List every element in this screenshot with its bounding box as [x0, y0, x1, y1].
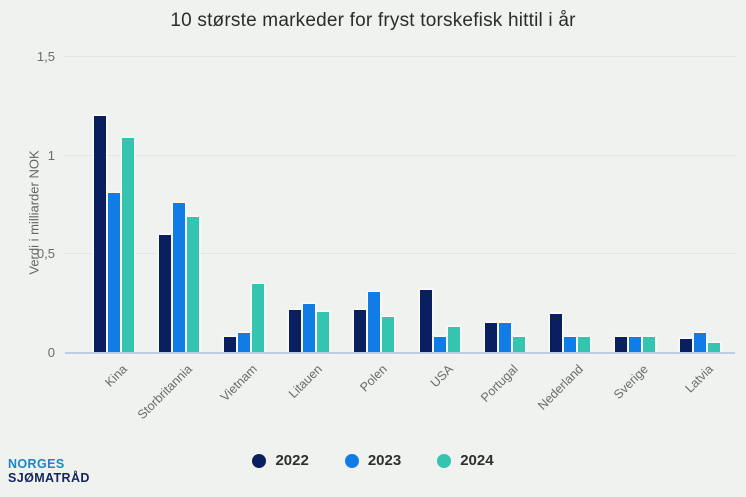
- bar-polen-2022[interactable]: [354, 309, 367, 353]
- y-tick-label: 1,5: [36, 49, 55, 64]
- bar-group-polen: [342, 57, 407, 353]
- bar-polen-2023[interactable]: [368, 291, 381, 353]
- bar-storbritannia-2022[interactable]: [158, 234, 171, 353]
- legend-label: 2024: [460, 452, 494, 469]
- brand-line-1: NORGES: [8, 457, 65, 471]
- bar-portugal-2023[interactable]: [498, 323, 511, 353]
- bar-group-kina: [81, 57, 146, 353]
- bar-nederland-2022[interactable]: [550, 313, 563, 353]
- legend: 2022 2023 2024: [0, 452, 746, 469]
- gridline: [65, 154, 735, 156]
- bar-group-portugal: [472, 57, 537, 353]
- bar-usa-2024[interactable]: [447, 327, 460, 353]
- legend-label: 2023: [367, 452, 402, 469]
- bar-latvia-2022[interactable]: [680, 339, 693, 353]
- bar-nederland-2023[interactable]: [564, 337, 577, 353]
- bar-usa-2022[interactable]: [419, 289, 432, 353]
- bar-kina-2023[interactable]: [107, 193, 120, 353]
- bar-polen-2024[interactable]: [382, 317, 395, 353]
- chart-title: 10 største markeder for fryst torskefisk…: [170, 10, 576, 31]
- bar-litauen-2023[interactable]: [303, 303, 316, 353]
- brand-logo: NORGES SJØMATRÅD: [8, 457, 90, 485]
- bar-portugal-2022[interactable]: [484, 323, 497, 353]
- y-tick-label: 0: [47, 345, 55, 360]
- bar-sverige-2023[interactable]: [629, 337, 642, 353]
- legend-label: 2022: [275, 452, 309, 469]
- bar-latvia-2024[interactable]: [708, 343, 721, 353]
- plot-area: [65, 56, 735, 354]
- bar-kina-2022[interactable]: [93, 116, 106, 353]
- legend-item-2022[interactable]: 2022: [252, 452, 309, 469]
- bar-usa-2023[interactable]: [433, 337, 446, 353]
- y-tick-label: 1: [47, 147, 55, 163]
- bar-storbritannia-2024[interactable]: [186, 216, 199, 353]
- bar-group-storbritannia: [146, 57, 211, 353]
- bar-sverige-2022[interactable]: [615, 337, 628, 353]
- bar-vietnam-2022[interactable]: [224, 337, 236, 353]
- bar-litauen-2022[interactable]: [289, 309, 302, 353]
- gridline: [65, 253, 735, 255]
- bar-group-litauen: [277, 57, 342, 353]
- legend-swatch-icon: [252, 453, 267, 468]
- bar-litauen-2024[interactable]: [317, 311, 330, 353]
- bar-group-sverige: [603, 57, 668, 353]
- bar-vietnam-2023[interactable]: [238, 333, 250, 353]
- bar-portugal-2024[interactable]: [512, 337, 525, 353]
- bar-storbritannia-2023[interactable]: [172, 203, 185, 353]
- bars-container: [81, 57, 733, 353]
- bar-nederland-2024[interactable]: [578, 337, 591, 353]
- legend-item-2024[interactable]: 2024: [437, 452, 494, 469]
- bar-group-usa: [407, 57, 472, 353]
- bar-kina-2024[interactable]: [121, 137, 134, 353]
- gridline: [65, 56, 735, 57]
- bar-latvia-2023[interactable]: [694, 333, 707, 353]
- bar-sverige-2024[interactable]: [643, 337, 656, 353]
- y-tick-label: 0,5: [36, 246, 55, 262]
- legend-swatch-icon: [344, 453, 359, 468]
- bar-group-latvia: [668, 57, 733, 353]
- legend-swatch-icon: [437, 453, 452, 468]
- bar-group-nederland: [537, 57, 602, 353]
- brand-line-2: SJØMATRÅD: [8, 471, 90, 485]
- bar-group-vietnam: [211, 57, 276, 353]
- bar-vietnam-2024[interactable]: [252, 283, 264, 353]
- legend-item-2023[interactable]: 2023: [344, 452, 402, 469]
- x-axis-line: [65, 352, 735, 354]
